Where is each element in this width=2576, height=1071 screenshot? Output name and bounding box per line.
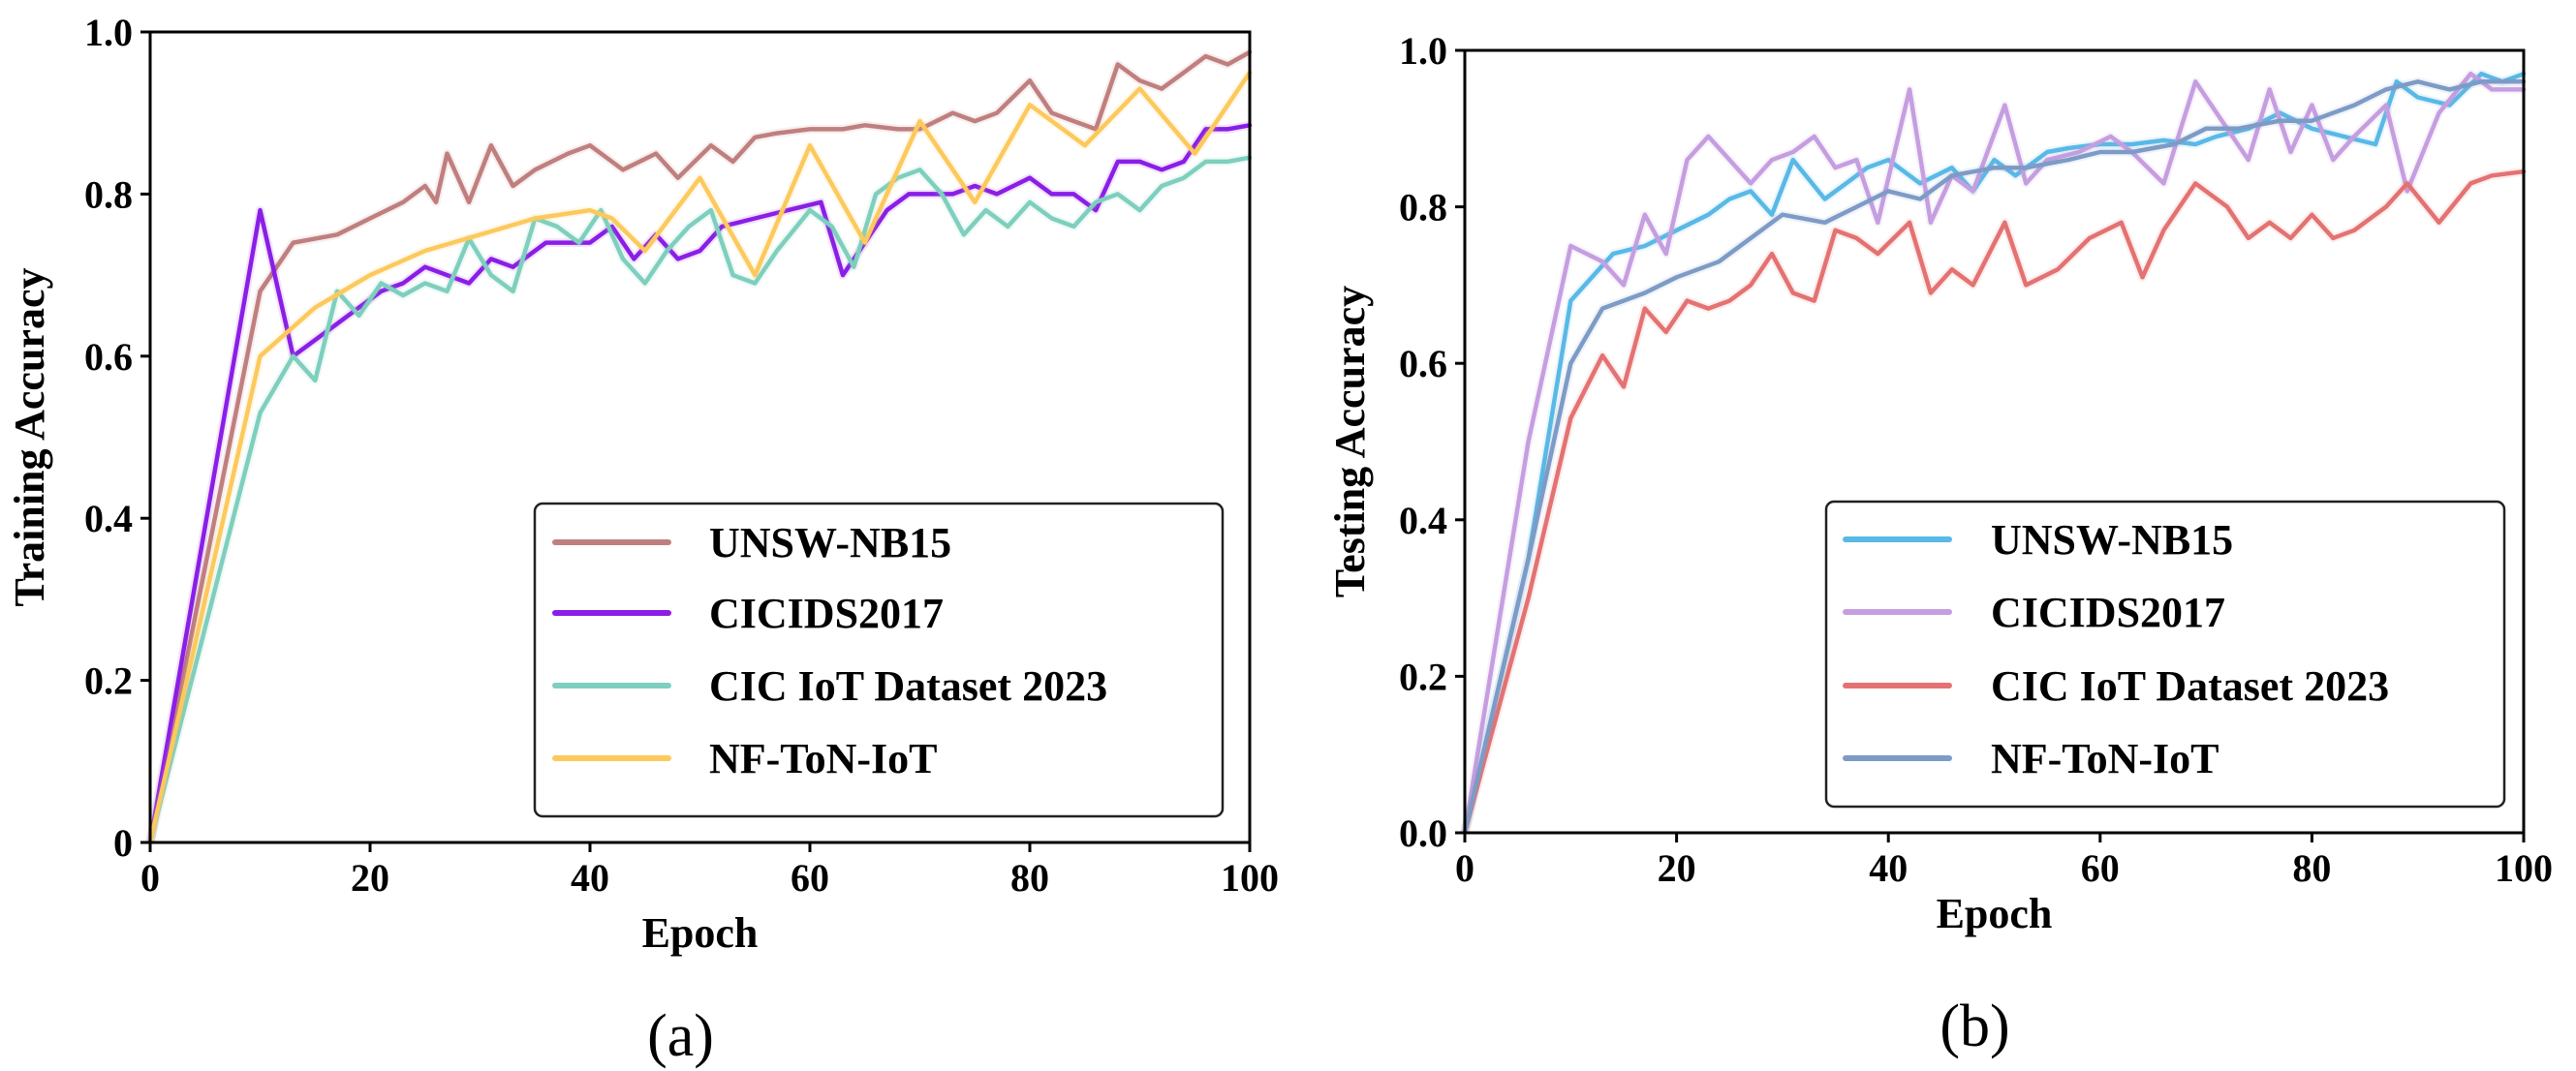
y-tick-label: 0.6	[84, 335, 133, 379]
legend-label: NF-ToN-IoT	[1991, 735, 2219, 782]
y-tick: 0.0	[1399, 811, 1465, 855]
x-tick: 100	[1221, 842, 1279, 900]
legend-box	[533, 502, 1225, 818]
chart-panel-b: 0 20 40 60 80 100 0.0 0.2 0.4 0.6 0.8 1.0 Epoch Testi…	[1326, 29, 2553, 1059]
series-line-cicids2017	[1462, 71, 2527, 836]
legend-box	[1824, 500, 2506, 809]
y-tick: 0.2	[84, 659, 150, 703]
legend-label: CICIDS2017	[1991, 589, 2225, 636]
x-tick-label: 100	[1221, 856, 1279, 900]
x-tick-label: 0	[140, 856, 160, 900]
legend-label: CIC IoT Dataset 2023	[1991, 662, 2389, 710]
y-tick-label: 1.0	[84, 11, 133, 54]
x-tick-label: 20	[351, 856, 389, 900]
x-tick-label: 100	[2495, 846, 2553, 890]
y-tick-label: 1.0	[1399, 29, 1447, 73]
legend-entry: NF-ToN-IoT	[552, 735, 938, 782]
legend-label: CIC IoT Dataset 2023	[709, 662, 1107, 710]
y-tick: 0.8	[1399, 186, 1465, 230]
y-tick-label: 0.6	[1399, 342, 1447, 385]
y-tick-label: 0.0	[1399, 811, 1447, 855]
y-tick: 0.4	[84, 497, 150, 540]
legend-label: UNSW-NB15	[709, 519, 951, 566]
y-tick: 0.6	[1399, 342, 1465, 385]
x-tick: 80	[2292, 833, 2331, 890]
y-tick-label: 0.8	[1399, 186, 1447, 230]
legend-entry: CIC IoT Dataset 2023	[1843, 662, 2389, 710]
series-line-cic-iot-dataset-2023	[147, 155, 1253, 845]
y-tick: 1.0	[84, 11, 150, 54]
chart-panel-a: 0 20 40 60 80 100 0 0.2 0.4 0.6 0.8 1.0 Epoch Trainin…	[6, 11, 1279, 1069]
x-tick-label: 40	[1869, 846, 1908, 890]
y-tick-label: 0.4	[1399, 499, 1447, 542]
y-tick: 1.0	[1399, 29, 1465, 73]
legend: UNSW-NB15 CICIDS2017 CIC IoT Dataset 2023 N…	[1824, 500, 2506, 809]
series-line-unsw-nb15	[147, 49, 1253, 845]
legend-label: NF-ToN-IoT	[709, 735, 938, 782]
legend-entry: CICIDS2017	[1843, 589, 2225, 636]
y-tick-label: 0	[113, 821, 133, 865]
legend-entry: UNSW-NB15	[1843, 516, 2233, 564]
x-tick: 80	[1010, 842, 1049, 900]
legend-entry: CIC IoT Dataset 2023	[552, 662, 1107, 710]
y-tick: 0.2	[1399, 655, 1465, 698]
x-tick-label: 0	[1455, 846, 1474, 890]
x-tick-label: 80	[2292, 846, 2331, 890]
series-line-cic-iot-dataset-2023	[1462, 168, 2527, 836]
x-tick: 40	[1869, 833, 1908, 890]
x-tick-label: 40	[571, 856, 609, 900]
y-tick: 0	[113, 821, 150, 865]
x-axis-label: Epoch	[1937, 890, 2053, 937]
legend-label: CICIDS2017	[709, 590, 944, 637]
x-tick: 0	[1455, 833, 1474, 890]
x-tick: 100	[2495, 833, 2553, 890]
y-tick: 0.8	[84, 172, 150, 216]
x-tick: 60	[791, 842, 829, 900]
x-tick-label: 60	[2081, 846, 2120, 890]
y-axis-label: Training Accuracy	[6, 268, 53, 607]
y-tick-label: 0.8	[84, 172, 133, 216]
x-axis-label: Epoch	[642, 909, 759, 957]
axes-frame	[148, 30, 1252, 844]
series-line-nf-ton-iot	[147, 70, 1253, 845]
x-tick-label: 20	[1658, 846, 1696, 890]
axes-frame	[1463, 48, 2526, 835]
x-tick: 60	[2081, 833, 2120, 890]
panel-label: (b)	[1940, 994, 2009, 1059]
legend-entry: NF-ToN-IoT	[1843, 735, 2219, 782]
y-axis-label: Testing Accuracy	[1326, 286, 1374, 597]
legend: UNSW-NB15 CICIDS2017 CIC IoT Dataset 2023 N…	[533, 502, 1225, 818]
x-tick: 0	[140, 842, 160, 900]
x-tick-label: 60	[791, 856, 829, 900]
y-tick-label: 0.4	[84, 497, 133, 540]
legend-label: UNSW-NB15	[1991, 516, 2233, 564]
y-tick-label: 0.2	[84, 659, 133, 703]
y-tick: 0.6	[84, 335, 150, 379]
legend-entry: CICIDS2017	[552, 590, 944, 637]
panel-label: (a)	[647, 1003, 714, 1069]
y-tick-label: 0.2	[1399, 655, 1447, 698]
x-tick: 20	[1658, 833, 1696, 890]
y-tick: 0.4	[1399, 499, 1465, 542]
x-tick: 40	[571, 842, 609, 900]
series-line-nf-ton-iot	[1462, 79, 2527, 836]
x-tick-label: 80	[1010, 856, 1049, 900]
x-tick: 20	[351, 842, 389, 900]
legend-entry: UNSW-NB15	[552, 519, 951, 566]
